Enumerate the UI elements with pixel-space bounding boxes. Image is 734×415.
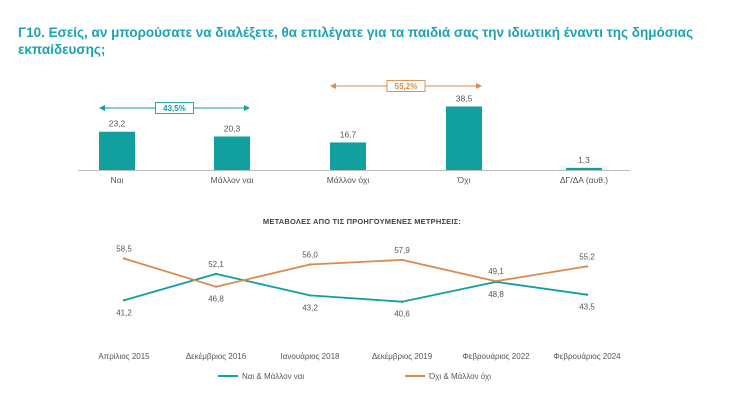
bar-category-label: Όχι	[457, 175, 471, 185]
bar	[214, 136, 250, 170]
bar-value-label: 1,3	[578, 155, 590, 165]
legend-label: Όχι & Μάλλον όχι	[428, 372, 491, 381]
series-point	[400, 258, 404, 262]
bar-value-label: 20,3	[224, 124, 241, 134]
group-label-box	[155, 102, 194, 114]
x-tick-label: Φεβρουάριος 2024	[553, 352, 621, 361]
series-point	[214, 272, 218, 276]
series-point	[308, 263, 312, 266]
group-arrowhead	[476, 83, 482, 89]
series-value-label: 46,8	[208, 295, 224, 304]
series-value-label: 43,5	[579, 303, 595, 312]
bar-value-label: 16,7	[340, 129, 357, 139]
group-arrowhead	[99, 105, 105, 111]
series-value-label: 43,2	[302, 303, 318, 312]
bar	[99, 131, 135, 170]
series-point	[122, 299, 126, 302]
series-point	[585, 265, 589, 268]
series-point	[122, 257, 126, 260]
bar-category-label: Ναι	[111, 175, 124, 185]
series-value-label: 56,0	[302, 251, 318, 260]
series-value-label: 52,1	[208, 260, 224, 269]
x-tick-label: Φεβρουάριος 2022	[462, 352, 530, 361]
bar-category-label: Μάλλον όχι	[327, 175, 370, 185]
series-value-label: 48,8	[488, 290, 504, 299]
group-label-box	[386, 80, 426, 92]
series-value-label: 40,6	[394, 310, 410, 319]
bar	[566, 167, 602, 170]
x-tick-label: Δεκέμβριος 2016	[186, 352, 247, 361]
series-point	[585, 293, 589, 296]
x-tick-label: Ιανουάριος 2018	[281, 352, 341, 361]
series-line	[123, 257, 588, 288]
bar	[330, 142, 366, 170]
series-value-label: 58,5	[116, 245, 132, 254]
series-line	[123, 272, 588, 303]
x-tick-label: Δεκέμβριος 2019	[372, 352, 433, 361]
series-value-label: 41,2	[116, 308, 132, 317]
series-point	[214, 285, 218, 288]
group-arrowhead	[244, 105, 250, 111]
series-value-label: 57,9	[394, 246, 410, 255]
series-value-label: 49,1	[488, 267, 504, 276]
bar-category-label: Μάλλον ναι	[211, 175, 254, 185]
group-label: 43,5%	[163, 104, 186, 113]
bar-value-label: 38,5	[456, 93, 473, 103]
legend-label: Ναι & Μάλλον ναι	[242, 372, 304, 381]
series-value-label: 55,2	[579, 252, 595, 261]
bar	[446, 106, 482, 170]
chart-title: Γ10. Εσείς, αν μπορούσατε να διαλέξετε, …	[18, 25, 693, 57]
group-label: 55,2%	[395, 82, 418, 91]
bar-category-label: ΔΓ/ΔΑ (αυθ.)	[560, 175, 608, 185]
series-point	[308, 294, 312, 297]
group-arrowhead	[330, 83, 336, 89]
bar-value-label: 23,2	[109, 119, 126, 129]
x-tick-label: Απρίλιος 2015	[98, 352, 150, 361]
line-chart-title: ΜΕΤΑΒΟΛΕΣ ΑΠΟ ΤΙΣ ΠΡΟΗΓΟΥΜΕΝΕΣ ΜΕΤΡΗΣΕΙΣ…	[263, 217, 461, 226]
series-point	[400, 300, 404, 303]
series-point	[494, 280, 498, 283]
